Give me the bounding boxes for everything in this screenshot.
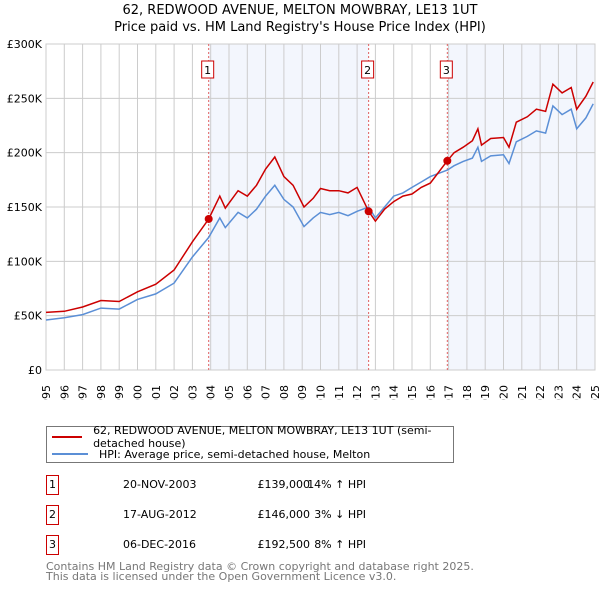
sale-marker-badge: 2 [46, 505, 59, 525]
chart-title: 62, REDWOOD AVENUE, MELTON MOWBRAY, LE13… [122, 3, 478, 18]
x-tick-label: 2021 [516, 385, 529, 400]
x-tick-label: 2009 [296, 385, 309, 400]
x-tick-label: 2001 [150, 385, 163, 400]
hpi-line [45, 103, 594, 321]
x-tick-label: 1998 [95, 385, 108, 400]
sale-date: 06-DEC-2016 [123, 538, 197, 551]
x-tick-label: 2016 [424, 385, 437, 400]
x-tick-label: 2022 [534, 385, 547, 400]
sale-hpi-diff: 14% ↑ HPI [307, 478, 366, 491]
sale-label: 1 [204, 64, 211, 77]
plot-border [45, 43, 596, 371]
x-tick-label: 2006 [241, 385, 254, 400]
sale-label: 2 [364, 64, 371, 77]
sale-price: £139,000 [257, 478, 311, 491]
footer-licence: This data is licensed under the Open Gov… [46, 570, 397, 583]
sale-point [443, 156, 452, 165]
sale-marker-badge: 3 [46, 535, 59, 555]
sale-price: £192,500 [257, 538, 311, 551]
legend: 62, REDWOOD AVENUE, MELTON MOWBRAY, LE13… [46, 424, 454, 463]
sale-price: £146,000 [257, 508, 311, 521]
y-tick-label: £250K [7, 92, 43, 105]
sale-marker-badge: 1 [46, 475, 59, 495]
sale-label-box [201, 60, 215, 79]
y-tick-label: £300K [7, 38, 43, 51]
x-tick-label: 2003 [186, 385, 199, 400]
x-tick-label: 2024 [571, 385, 584, 400]
sale-date: 20-NOV-2003 [123, 478, 197, 491]
plot-area: 1995 1996 1997 1998 1999 2000 2001 2002 2003 2004… [7, 38, 600, 400]
sale-point [204, 214, 213, 223]
sale-point [364, 207, 373, 216]
x-tick-label: 1995 [40, 385, 53, 400]
legend-label: HPI: Average price, semi-detached house,… [99, 447, 371, 461]
y-tick-label: £50K [14, 310, 43, 323]
footer-copyright: Contains HM Land Registry data © Crown c… [46, 560, 474, 573]
x-tick-label: 2023 [552, 385, 565, 400]
y-tick-label: £100K [7, 255, 43, 268]
sale-date: 17-AUG-2012 [123, 508, 197, 521]
x-tick-label: 2019 [479, 385, 492, 400]
y-tick-label: £0 [28, 364, 42, 377]
x-tick-label: 2005 [223, 385, 236, 400]
x-tick-label: 2011 [333, 385, 346, 400]
x-tick-label: 2012 [351, 385, 364, 400]
sale-label: 3 [443, 64, 450, 77]
x-tick-label: 2017 [443, 385, 456, 400]
x-tick-label: 2018 [461, 385, 474, 400]
sale-label-box [439, 60, 453, 79]
x-tick-label: 2010 [315, 385, 328, 400]
sale-row: 3 06-DEC-2016 £192,500 8% ↑ HPI [46, 535, 446, 555]
legend-item-hpi: HPI: Average price, semi-detached house,… [47, 446, 370, 462]
x-tick-label: 2015 [406, 385, 419, 400]
x-tick-label: 2008 [278, 385, 291, 400]
legend-item-property: 62, REDWOOD AVENUE, MELTON MOWBRAY, LE13… [47, 424, 453, 450]
x-tick-label: 2013 [369, 385, 382, 400]
x-tick-label: 2000 [132, 385, 145, 400]
x-tick-label: 2020 [498, 385, 511, 400]
x-tick-label: 2025 [589, 385, 600, 400]
x-tick-label: 1996 [58, 385, 71, 400]
y-tick-label: £150K [7, 201, 43, 214]
x-tick-label: 2004 [205, 385, 218, 400]
sale-label-box [361, 60, 375, 79]
chart-subtitle: Price paid vs. HM Land Registry's House … [114, 20, 486, 35]
x-tick-label: 1999 [113, 385, 126, 400]
legend-swatch-blue [52, 453, 88, 455]
sale-hpi-diff: 3% ↓ HPI [314, 508, 366, 521]
sale-row: 2 17-AUG-2012 £146,000 3% ↓ HPI [46, 505, 446, 525]
y-tick-label: £200K [7, 147, 43, 160]
x-tick-label: 1997 [77, 385, 90, 400]
x-tick-label: 2014 [388, 385, 401, 400]
legend-swatch-red [52, 436, 83, 438]
legend-label: 62, REDWOOD AVENUE, MELTON MOWBRAY, LE13… [93, 424, 432, 450]
x-tick-label: 2007 [260, 385, 273, 400]
sale-row: 1 20-NOV-2003 £139,000 14% ↑ HPI [46, 475, 446, 495]
sale-hpi-diff: 8% ↑ HPI [314, 538, 366, 551]
x-tick-label: 2002 [168, 385, 181, 400]
